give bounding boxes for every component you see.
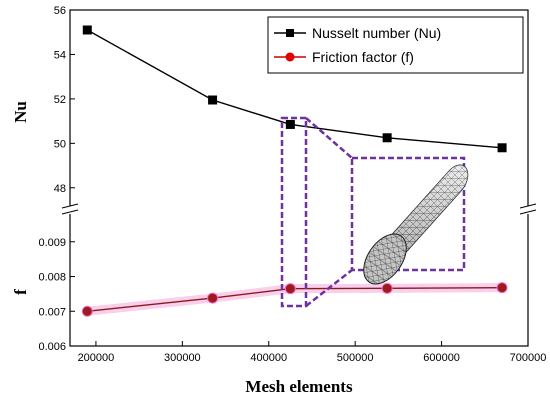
x-axis-title: Mesh elements: [245, 377, 353, 396]
data-point: [207, 292, 219, 304]
legend: Nusselt number (Nu) Friction factor (f): [267, 16, 524, 74]
x-tick-label: 400000: [250, 352, 287, 364]
series-layer: [81, 25, 508, 317]
legend-item-f: Friction factor (f): [274, 49, 414, 65]
data-point: [382, 133, 392, 143]
plot-frame: [69, 9, 529, 347]
data-point: [381, 282, 393, 294]
y-tick-label: 54: [54, 49, 66, 61]
legend-item-nu: Nusselt number (Nu): [274, 25, 441, 41]
zoom-connector-bottom: [305, 269, 353, 307]
y-tick-label: 0.008: [38, 272, 66, 284]
nu-axis-title: Nu: [11, 101, 30, 123]
x-axis-ticks: 200000 300000 400000 500000 600000 700000: [78, 341, 547, 364]
data-point: [284, 283, 296, 295]
x-tick-label: 300000: [164, 352, 201, 364]
legend-marker-circle: [285, 52, 295, 62]
data-point: [285, 119, 295, 129]
legend-label-f: Friction factor (f): [312, 49, 414, 65]
y-tick-label: 56: [54, 5, 66, 17]
f-axis-ticks: 0.006 0.007 0.008 0.009: [38, 237, 75, 353]
y-tick-label: 0.006: [38, 341, 66, 353]
legend-label-nu: Nusselt number (Nu): [312, 25, 441, 41]
legend-marker-square: [286, 29, 294, 37]
zoom-inset: [280, 116, 469, 308]
zoom-source-box: [280, 116, 308, 308]
data-point: [82, 25, 92, 35]
mesh-cylinder-image: [363, 164, 469, 285]
y-tick-label: 0.009: [38, 237, 66, 249]
y-tick-label: 50: [54, 138, 66, 150]
y-tick-label: 48: [54, 183, 66, 195]
x-tick-label: 200000: [78, 352, 115, 364]
axis-break-marks: [61, 203, 537, 215]
data-point: [81, 305, 93, 317]
data-point: [496, 282, 508, 294]
x-tick-label: 700000: [510, 352, 547, 364]
nu-axis-ticks: 48 50 52 54 56: [54, 5, 75, 195]
data-point: [497, 143, 507, 153]
x-tick-label: 600000: [423, 352, 460, 364]
y-tick-label: 52: [54, 94, 66, 106]
legend-box: [267, 16, 524, 74]
y-tick-label: 0.007: [38, 306, 66, 318]
data-point: [208, 95, 218, 105]
x-tick-label: 500000: [337, 352, 374, 364]
zoom-connector-top: [305, 117, 353, 159]
f-axis-title: f: [11, 289, 30, 295]
